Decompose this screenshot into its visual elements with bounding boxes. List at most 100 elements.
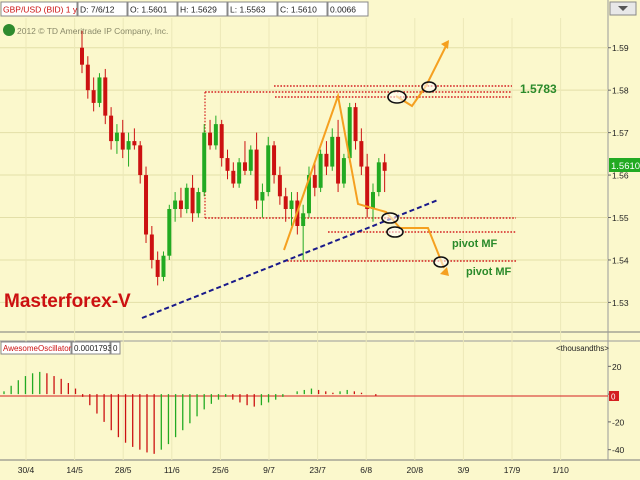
candle-body bbox=[248, 149, 253, 171]
osc-tick-label: -40 bbox=[612, 445, 625, 455]
osc-zero: 0 bbox=[113, 344, 118, 353]
candle-body bbox=[80, 47, 84, 65]
date-box bbox=[77, 1, 128, 17]
candle-body bbox=[196, 192, 201, 214]
x-axis: 30/4 14/5 28/5 11/6 25/6 9/7 23/7 6/8 20/8 3/9 17/… bbox=[18, 18, 569, 475]
candle-body bbox=[306, 175, 311, 214]
candle-body bbox=[167, 209, 172, 256]
candle-body bbox=[97, 77, 102, 103]
osc-value: 0.0001793 bbox=[74, 344, 112, 353]
x-tick-label: 3/9 bbox=[457, 465, 469, 475]
candle-body bbox=[254, 149, 259, 201]
candle-body bbox=[272, 145, 277, 176]
osc-tick-label: -20 bbox=[612, 417, 625, 427]
candle-body bbox=[149, 234, 154, 260]
high-box bbox=[177, 1, 228, 17]
watermark-text: Masterforex-V bbox=[4, 291, 131, 312]
candle-body bbox=[382, 162, 387, 171]
circle-marker-5 bbox=[433, 256, 449, 268]
circled-points bbox=[381, 81, 449, 268]
candle-body bbox=[341, 158, 346, 184]
candle-body bbox=[359, 141, 364, 167]
candle-body bbox=[144, 175, 149, 235]
low-value: L: 1.5563 bbox=[230, 5, 266, 15]
candle-body bbox=[208, 132, 213, 146]
candle-body bbox=[260, 192, 265, 201]
price-tick-label: 1.55 bbox=[612, 213, 629, 223]
candle-body bbox=[202, 132, 207, 193]
circle-marker-2 bbox=[421, 81, 437, 93]
candle-body bbox=[114, 132, 119, 142]
open-value: O: 1.5601 bbox=[130, 5, 168, 15]
osc-name-label: AwesomeOscillator bbox=[3, 344, 72, 353]
x-tick-label: 14/5 bbox=[66, 465, 83, 475]
chevron-down-icon bbox=[618, 6, 628, 11]
td-logo-icon bbox=[3, 24, 15, 36]
candle-body bbox=[365, 166, 370, 210]
candle-body bbox=[266, 145, 271, 193]
candle-body bbox=[318, 153, 323, 188]
candle-body bbox=[353, 107, 358, 142]
candle-body bbox=[237, 162, 242, 184]
date-value: D: 7/6/12 bbox=[80, 5, 115, 15]
high-value: H: 1.5629 bbox=[180, 5, 217, 15]
candle-body bbox=[225, 158, 230, 171]
candle-body bbox=[103, 77, 108, 116]
candle-body bbox=[173, 200, 178, 210]
candle-body bbox=[126, 141, 131, 150]
copyright-text: 2012 © TD Ameritrade IP Company, Inc. bbox=[17, 26, 168, 36]
open-box bbox=[127, 1, 178, 17]
price-tick-label: 1.53 bbox=[612, 298, 629, 308]
symbol-label: GBP/USD (BID) 1 y D bbox=[3, 5, 86, 15]
osc-tick-label: 20 bbox=[612, 362, 622, 372]
candle-body bbox=[132, 141, 137, 146]
pivot-label-2: pivot MF bbox=[466, 266, 511, 278]
oscillator-bars bbox=[3, 371, 377, 454]
chart-header: GBP/USD (BID) 1 y D D: 7/6/12 O: 1.5601 … bbox=[0, 1, 637, 17]
oscillator-header: AwesomeOscillator 0.0001793 0 <thousandt… bbox=[0, 341, 609, 355]
candle-body bbox=[184, 187, 189, 210]
change-value: 0.0066 bbox=[330, 5, 356, 15]
x-tick-label: 23/7 bbox=[309, 465, 326, 475]
pivot-label-1: pivot MF bbox=[452, 238, 497, 250]
x-tick-label: 30/4 bbox=[18, 465, 35, 475]
candle-body bbox=[213, 124, 218, 146]
circle-marker-1 bbox=[387, 90, 407, 104]
candle-body bbox=[190, 187, 195, 214]
oscillator-zero-tag bbox=[609, 391, 619, 401]
candle-body bbox=[289, 200, 294, 210]
change-box bbox=[327, 1, 369, 17]
circle-marker-4 bbox=[386, 226, 404, 238]
candle-body bbox=[85, 64, 90, 91]
x-tick-label: 20/8 bbox=[407, 465, 424, 475]
close-value: C: 1.5610 bbox=[280, 5, 317, 15]
candle-body bbox=[109, 115, 114, 142]
price-tick-label: 1.58 bbox=[612, 86, 629, 96]
candle-body bbox=[155, 259, 160, 277]
up-arrow-icon bbox=[441, 40, 449, 49]
candle-body bbox=[219, 124, 224, 159]
wave-projection bbox=[283, 92, 445, 269]
circle-marker-3 bbox=[381, 212, 399, 224]
candle-body bbox=[336, 136, 341, 184]
oscillator-zero-tag-text: 0 bbox=[611, 393, 616, 402]
x-tick-label: 11/6 bbox=[164, 465, 180, 475]
price-tick-label: 1.54 bbox=[612, 255, 629, 265]
candle-body bbox=[277, 175, 282, 197]
price-tick-label: 1.59 bbox=[612, 43, 629, 53]
symbol-box[interactable] bbox=[0, 1, 78, 17]
candle-body bbox=[283, 196, 288, 210]
candle-body bbox=[371, 192, 375, 210]
osc-name-box[interactable] bbox=[0, 341, 72, 355]
candlestick-series bbox=[80, 30, 387, 286]
last-price-text: 1.5610 bbox=[611, 161, 640, 172]
candle-body bbox=[231, 170, 236, 184]
oscillator-y-axis: 20 -20 -40 bbox=[608, 362, 625, 455]
candle-body bbox=[324, 153, 329, 167]
osc-units-label: <thousandths> bbox=[556, 344, 609, 353]
candle-body bbox=[138, 145, 143, 176]
candle-body bbox=[91, 90, 96, 103]
candle-body bbox=[242, 162, 247, 171]
x-tick-label: 25/6 bbox=[212, 465, 229, 475]
